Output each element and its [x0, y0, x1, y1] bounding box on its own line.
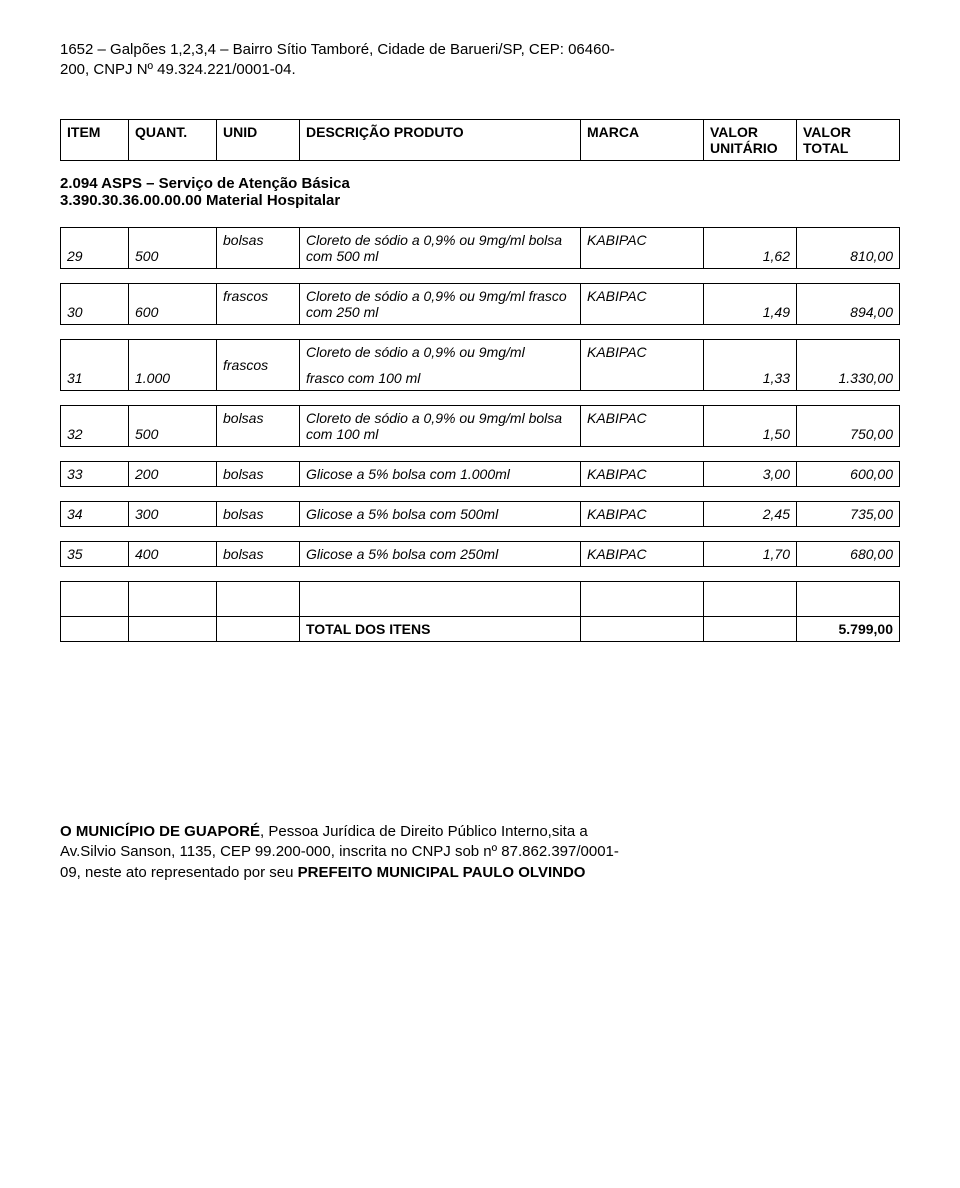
cell-vt: 750,00: [797, 406, 900, 447]
table-row: 31 1.000 frascos Cloreto de sódio a 0,9%…: [60, 339, 900, 391]
th-desc: DESCRIÇÃO PRODUTO: [300, 120, 581, 161]
cell-vu: 3,00: [704, 462, 797, 487]
cell-marca: KABIPAC: [581, 228, 704, 269]
cell-unid: bolsas: [217, 462, 300, 487]
cell-vt: 894,00: [797, 284, 900, 325]
cell-marca: KABIPAC: [581, 502, 704, 527]
footer-l3a: 09, neste ato representado por seu: [60, 864, 298, 881]
cell-unid: bolsas: [217, 502, 300, 527]
intro-line1: 1652 – Galpões 1,2,3,4 – Bairro Sítio Ta…: [60, 40, 900, 60]
cell-vu: 2,45: [704, 502, 797, 527]
cell-vt: 1.330,00: [797, 340, 900, 391]
cell-item: 35: [61, 542, 129, 567]
cell-quant: 300: [129, 502, 217, 527]
subheading-line2: 3.390.30.36.00.00.00 Material Hospitalar: [60, 192, 900, 209]
table-row: 29 500 bolsas Cloreto de sódio a 0,9% ou…: [60, 227, 900, 269]
intro-line2: 200, CNPJ Nº 49.324.221/0001-04.: [60, 60, 900, 80]
cell-vu: 1,33: [704, 340, 797, 391]
cell-unid: frascos: [217, 284, 300, 325]
header-row: ITEM QUANT. UNID DESCRIÇÃO PRODUTO MARCA…: [61, 120, 900, 161]
cell-desc: Glicose a 5% bolsa com 1.000ml: [300, 462, 581, 487]
cell-desc: Glicose a 5% bolsa com 250ml: [300, 542, 581, 567]
footer-l2: Av.Silvio Sanson, 1135, CEP 99.200-000, …: [60, 842, 900, 862]
total-label: TOTAL DOS ITENS: [300, 617, 581, 642]
cell-unid: bolsas: [217, 228, 300, 269]
footer-text: O MUNICÍPIO DE GUAPORÉ, Pessoa Jurídica …: [60, 822, 900, 883]
cell-desc: Cloreto de sódio a 0,9% ou 9mg/ml frasco…: [300, 340, 581, 391]
footer-l1a: O MUNICÍPIO DE GUAPORÉ: [60, 823, 260, 840]
table-row: 35 400 bolsas Glicose a 5% bolsa com 250…: [60, 541, 900, 567]
subheading: 2.094 ASPS – Serviço de Atenção Básica 3…: [60, 175, 900, 209]
cell-desc: Cloreto de sódio a 0,9% ou 9mg/ml frasco…: [300, 284, 581, 325]
total-value: 5.799,00: [797, 617, 900, 642]
cell-marca: KABIPAC: [581, 462, 704, 487]
cell-quant: 1.000: [129, 340, 217, 391]
cell-vt: 735,00: [797, 502, 900, 527]
th-vu: VALOR UNITÁRIO: [704, 120, 797, 161]
cell-marca: KABIPAC: [581, 340, 704, 391]
cell-vt: 600,00: [797, 462, 900, 487]
cell-item: 29: [61, 228, 129, 269]
cell-vt: 810,00: [797, 228, 900, 269]
table-row: 32 500 bolsas Cloreto de sódio a 0,9% ou…: [60, 405, 900, 447]
cell-quant: 500: [129, 228, 217, 269]
cell-marca: KABIPAC: [581, 542, 704, 567]
cell-item: 30: [61, 284, 129, 325]
cell-vu: 1,62: [704, 228, 797, 269]
cell-desc-top: Cloreto de sódio a 0,9% ou 9mg/ml: [306, 344, 574, 360]
total-row: TOTAL DOS ITENS 5.799,00: [61, 617, 900, 642]
th-vt: VALOR TOTAL: [797, 120, 900, 161]
intro-text: 1652 – Galpões 1,2,3,4 – Bairro Sítio Ta…: [60, 40, 900, 79]
cell-item: 33: [61, 462, 129, 487]
subheading-line1: 2.094 ASPS – Serviço de Atenção Básica: [60, 175, 900, 192]
cell-quant: 500: [129, 406, 217, 447]
cell-unid: bolsas: [217, 542, 300, 567]
cell-item: 32: [61, 406, 129, 447]
cell-unid: frascos: [217, 340, 300, 391]
cell-desc: Cloreto de sódio a 0,9% ou 9mg/ml bolsa …: [300, 406, 581, 447]
cell-quant: 400: [129, 542, 217, 567]
cell-vu: 1,49: [704, 284, 797, 325]
cell-marca: KABIPAC: [581, 284, 704, 325]
cell-desc: Glicose a 5% bolsa com 500ml: [300, 502, 581, 527]
footer-l3b: PREFEITO MUNICIPAL PAULO OLVINDO: [298, 864, 586, 881]
th-marca: MARCA: [581, 120, 704, 161]
cell-desc-bot: frasco com 100 ml: [306, 370, 574, 386]
cell-item: 34: [61, 502, 129, 527]
table-row: 34 300 bolsas Glicose a 5% bolsa com 500…: [60, 501, 900, 527]
th-unid: UNID: [217, 120, 300, 161]
th-item: ITEM: [61, 120, 129, 161]
total-table: TOTAL DOS ITENS 5.799,00: [60, 581, 900, 642]
table-row: 30 600 frascos Cloreto de sódio a 0,9% o…: [60, 283, 900, 325]
cell-vt: 680,00: [797, 542, 900, 567]
cell-quant: 600: [129, 284, 217, 325]
cell-marca: KABIPAC: [581, 406, 704, 447]
cell-unid: bolsas: [217, 406, 300, 447]
th-quant: QUANT.: [129, 120, 217, 161]
footer-l1b: , Pessoa Jurídica de Direito Público Int…: [260, 823, 588, 840]
cell-vu: 1,70: [704, 542, 797, 567]
blank-row: [61, 582, 900, 617]
cell-quant: 200: [129, 462, 217, 487]
cell-item: 31: [61, 340, 129, 391]
header-table: ITEM QUANT. UNID DESCRIÇÃO PRODUTO MARCA…: [60, 119, 900, 161]
table-row: 33 200 bolsas Glicose a 5% bolsa com 1.0…: [60, 461, 900, 487]
cell-vu: 1,50: [704, 406, 797, 447]
cell-desc: Cloreto de sódio a 0,9% ou 9mg/ml bolsa …: [300, 228, 581, 269]
